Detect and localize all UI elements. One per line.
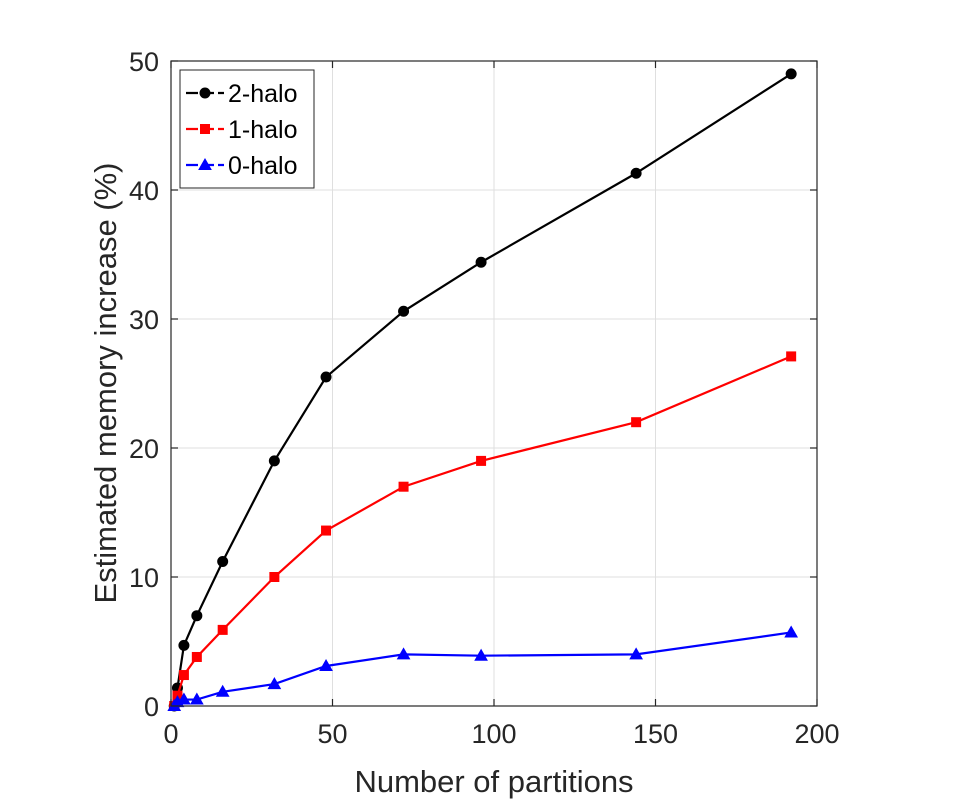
data-point-1-halo: [217, 624, 228, 635]
data-point-2-halo: [398, 305, 410, 317]
y-tick-label: 0: [144, 692, 159, 722]
data-point-1-halo: [476, 455, 487, 466]
data-point-2-halo: [191, 610, 203, 622]
legend-marker: [198, 157, 212, 170]
data-point-1-halo: [269, 572, 280, 582]
data-point-2-halo: [630, 167, 642, 179]
data-point-0-halo: [629, 647, 643, 660]
series-0-halo: [167, 625, 799, 711]
data-point-1-halo: [178, 670, 189, 681]
data-point-1-halo: [398, 481, 409, 492]
x-tick-label: 150: [633, 719, 678, 749]
y-tick-label: 50: [129, 47, 159, 77]
legend-label: 2-halo: [228, 80, 298, 108]
data-point-2-halo: [178, 639, 190, 651]
data-point-2-halo: [268, 455, 280, 467]
y-tick-label: 10: [129, 563, 159, 593]
legend-item-2-halo: 2-halo: [186, 80, 298, 108]
legend-label: 1-halo: [228, 116, 298, 144]
data-point-0-halo: [396, 647, 411, 660]
data-point-1-halo: [631, 417, 642, 428]
data-point-0-halo: [215, 684, 230, 697]
data-point-1-halo: [321, 525, 332, 536]
data-point-0-halo: [474, 648, 488, 661]
legend-marker: [200, 124, 210, 134]
x-axis-label: Number of partitions: [354, 764, 633, 799]
axis-ticks: 0 50 100 150 200 0 10 20 30 40 50: [129, 47, 840, 749]
data-point-0-halo: [319, 659, 333, 672]
y-tick-label: 20: [129, 434, 159, 464]
legend-item-0-halo: 0-halo: [186, 152, 298, 180]
legend-label: 0-halo: [228, 152, 298, 180]
x-tick-label: 50: [317, 719, 347, 749]
y-tick-label: 30: [129, 305, 159, 335]
y-axis-label: Estimated memory increase (%): [88, 162, 123, 603]
data-point-0-halo: [177, 692, 191, 705]
data-point-0-halo: [189, 692, 204, 705]
data-point-0-halo: [784, 625, 799, 638]
legend-marker: [199, 87, 211, 99]
y-tick-label: 40: [129, 176, 159, 206]
data-point-1-halo: [191, 651, 202, 662]
data-point-0-halo: [267, 677, 282, 690]
legend-item-1-halo: 1-halo: [186, 116, 298, 144]
data-point-1-halo: [786, 351, 797, 362]
x-tick-label: 200: [794, 719, 839, 749]
legend: 2-halo 1-halo 0-halo: [179, 69, 315, 189]
data-point-2-halo: [217, 556, 229, 568]
data-point-2-halo: [320, 371, 332, 383]
data-point-2-halo: [785, 68, 797, 80]
series-group: [167, 68, 799, 712]
data-point-2-halo: [475, 256, 487, 268]
x-tick-label: 100: [471, 719, 516, 749]
x-tick-label: 0: [163, 719, 178, 749]
